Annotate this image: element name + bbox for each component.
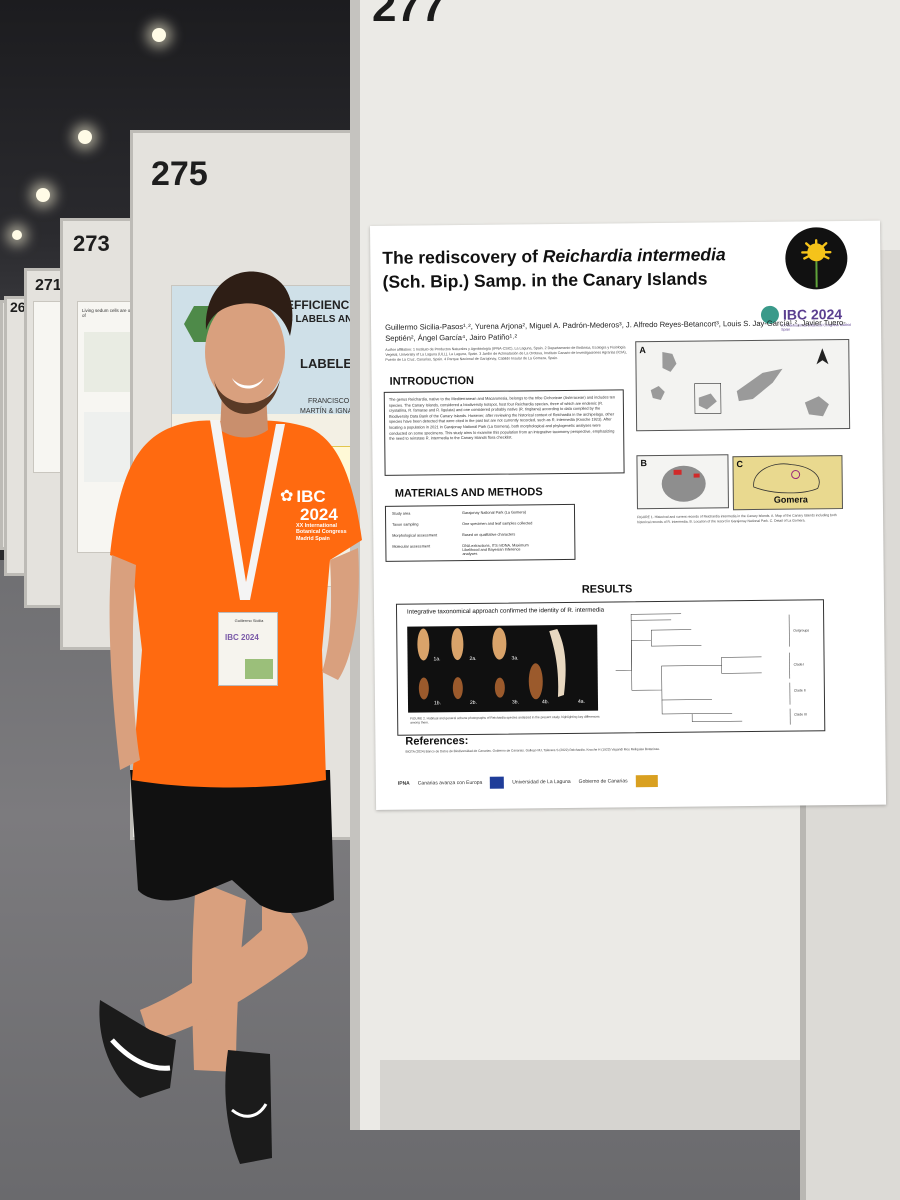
gomera-detail-map: C Gomera (732, 455, 843, 511)
board-number: 273 (73, 231, 110, 256)
ceiling-light (152, 28, 166, 42)
phylogenetic-tree (615, 613, 791, 725)
results-heading: RESULTS (581, 583, 633, 596)
badge-logo: IBC 2024 (225, 633, 259, 642)
photo-label: 2a. (469, 655, 477, 662)
poster-icon (226, 428, 250, 454)
research-poster: The rediscovery of Reichardia intermedia… (370, 220, 887, 810)
ceiling-light (78, 130, 92, 144)
clade-label: Clade II (793, 688, 806, 693)
figure-2-caption: FIGURE 2. Habitual and general achene ph… (410, 714, 600, 726)
board-base (380, 1060, 800, 1130)
badge-name: Guillermo Sicilia (234, 618, 264, 623)
board-number: 277 (372, 0, 446, 31)
photo-label: 1b. (433, 700, 441, 707)
photo-label: 2b. (469, 699, 477, 706)
background-poster-author: MARTÍN & IGNA (300, 408, 353, 415)
figure-1-caption: FIGURE 1. Historical and current records… (637, 513, 837, 524)
results-panel: Integrative taxonomical approach confirm… (395, 599, 826, 736)
methods-row: Study area Garajonay National Park (La Go… (391, 510, 526, 516)
poster-title: The rediscovery of Reichardia intermedia… (382, 244, 726, 292)
photo-label: 4a. (577, 698, 585, 705)
sponsor-logo: Universidad de La Laguna (512, 778, 571, 786)
map-island-name: Gomera (773, 494, 808, 505)
methods-box: Study area Garajonay National Park (La Go… (384, 503, 576, 562)
background-poster-heading: LABELER (300, 356, 362, 371)
achene-photo-panel: 1a. 2a. 3a. 1b. 2b. 3b. 4b. 4a. (407, 624, 599, 713)
clade-label: Clade I (793, 662, 805, 667)
photo-label: 3a. (511, 655, 519, 662)
gomera-records-map: B (636, 454, 729, 510)
sponsor-logo: IPNA (397, 780, 410, 787)
photo-label: 4b. (541, 699, 549, 706)
methods-row: Molecular assessment DNA extractions, ITS… (392, 543, 529, 557)
ceiling-light (12, 230, 22, 240)
introduction-text: The genus Reichardia, native to the Medi… (383, 389, 625, 476)
background-poster-author: FRANCISCO (308, 398, 350, 405)
badge-image (245, 659, 273, 679)
dandelion-logo-icon (785, 227, 848, 290)
background-poster-heading: Living sedum cells are origins of (82, 308, 142, 318)
background-poster-heading: EFFICIENCY (286, 298, 358, 312)
background-poster-heading: S LABELS AND (286, 314, 360, 325)
results-subtitle: Integrative taxonomical approach confirm… (407, 606, 605, 616)
poster-board-275: 275 EFFICIENCY S LABELS AND LABELER T FR… (130, 130, 363, 840)
references-heading: References: (405, 734, 469, 748)
eu-flag-icon (490, 776, 505, 789)
sponsor-logo: Gobierno de Canarias (578, 778, 628, 785)
methods-row: Taxon sampling One specimen and leaf samp… (392, 521, 533, 527)
photo-label: 1a. (433, 656, 441, 663)
methods-heading: MATERIALS AND METHODS (394, 486, 543, 500)
shirt-logo: ✿ IBC 2024 XX International Botanical Co… (280, 486, 347, 542)
methods-row: Morphological assessment Based on qualita… (392, 532, 516, 538)
references-text: BIOTA (2024) Banco de Datos de Biodivers… (405, 746, 660, 754)
board-number: 271 (35, 277, 62, 294)
clade-label: Clade III (794, 712, 807, 717)
ceiling-light (36, 188, 50, 202)
board-number: 275 (151, 155, 208, 193)
poster-affiliations: Author affiliation: 1 Instituto de Produ… (385, 345, 627, 362)
sponsor-logos: IPNA Canarias avanza con Europa Universi… (398, 769, 818, 793)
spain-government-icon (635, 775, 658, 788)
sponsor-logo: Canarias avanza con Europa (417, 779, 483, 787)
name-badge: Guillermo Sicilia IBC 2024 (218, 612, 278, 686)
clade-label: Outgroups (793, 628, 810, 633)
canary-islands-map: A (635, 338, 851, 432)
background-poster (33, 301, 63, 473)
introduction-heading: INTRODUCTION (389, 374, 475, 388)
photo-label: 3b. (511, 699, 519, 706)
flower-icon: ✿ (280, 488, 294, 505)
